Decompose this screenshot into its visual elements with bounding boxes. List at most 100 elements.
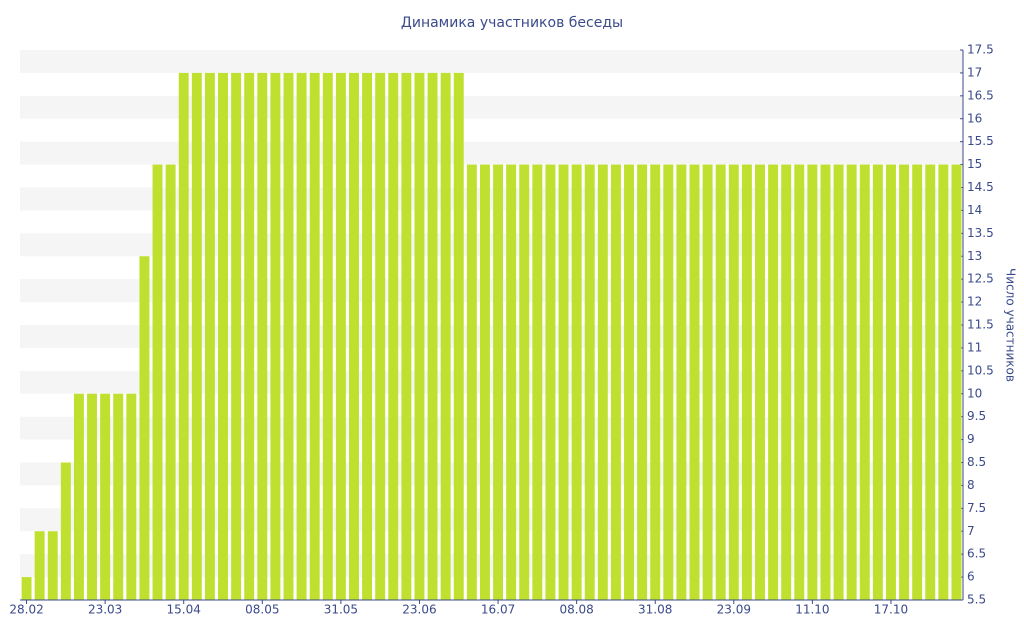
y-tick-label: 6: [967, 570, 975, 584]
bar: [597, 164, 608, 601]
bar: [453, 72, 464, 600]
bar: [781, 164, 792, 601]
bar: [283, 72, 294, 600]
y-tick-label: 14.5: [967, 180, 994, 194]
bar: [218, 72, 228, 600]
y-tick-label: 8: [967, 478, 975, 492]
bar: [34, 531, 45, 600]
y-tick-label: 5.5: [967, 593, 986, 607]
bar: [506, 164, 517, 601]
grid-band: [20, 279, 963, 303]
y-tick-label: 7.5: [967, 501, 986, 515]
bar: [375, 72, 386, 600]
grid-band: [20, 95, 963, 119]
bar: [73, 393, 84, 600]
bar: [362, 72, 373, 600]
x-tick-label: 31.08: [638, 603, 672, 617]
bar: [650, 164, 661, 601]
bar: [244, 72, 255, 600]
bar: [571, 164, 582, 601]
bar: [388, 72, 399, 600]
bar: [270, 72, 281, 600]
x-tick-label: 17.10: [874, 603, 908, 617]
grid-band: [20, 554, 963, 578]
y-tick-label: 7: [967, 524, 975, 538]
x-tick-label: 23.09: [717, 603, 751, 617]
bar: [899, 164, 910, 601]
bar: [676, 164, 687, 601]
bar: [204, 72, 215, 600]
y-tick-label: 11: [967, 340, 982, 354]
bar: [807, 164, 818, 601]
y-tick-label: 12.5: [967, 272, 994, 286]
y-tick-label: 10: [967, 386, 982, 400]
y-tick-label: 6.5: [967, 547, 986, 561]
bar: [231, 72, 242, 600]
grid-band: [20, 370, 963, 394]
y-axis-label: Число участников: [1004, 268, 1018, 382]
bar: [741, 164, 752, 601]
y-tick-label: 17.5: [967, 43, 994, 57]
grid-band: [20, 50, 963, 73]
bar: [401, 72, 412, 600]
bar: [60, 462, 71, 600]
bar: [558, 164, 569, 601]
bar: [885, 164, 896, 601]
bar: [663, 164, 674, 601]
bar: [846, 164, 857, 601]
bar: [833, 164, 844, 601]
bar: [584, 164, 595, 601]
bar: [689, 164, 700, 601]
y-tick-label: 9.5: [967, 409, 986, 423]
grid-band: [20, 233, 963, 257]
x-tick-label: 16.07: [481, 603, 515, 617]
bar: [466, 164, 477, 601]
bar: [624, 164, 634, 601]
bar: [322, 72, 333, 600]
grid-band: [20, 416, 963, 440]
grid-band: [20, 325, 963, 348]
bar: [532, 164, 543, 601]
bar: [610, 164, 621, 601]
bar: [113, 393, 124, 600]
bar: [925, 164, 936, 601]
bar: [545, 164, 556, 601]
grid-band: [20, 508, 963, 532]
y-tick-label: 8.5: [967, 455, 986, 469]
y-tick-label: 14: [967, 203, 982, 217]
bar: [637, 164, 648, 601]
bar: [87, 393, 98, 600]
bar: [820, 164, 831, 601]
bar: [165, 164, 176, 601]
x-tick-label: 08.08: [559, 603, 593, 617]
chart-title: Динамика участников беседы: [401, 15, 623, 31]
bar: [191, 72, 202, 600]
bar: [152, 164, 163, 601]
x-tick-label: 31.05: [324, 603, 358, 617]
bar: [519, 164, 530, 601]
bar: [755, 164, 765, 601]
y-tick-label: 17: [967, 65, 982, 79]
bar: [296, 72, 307, 600]
bar: [768, 164, 779, 601]
grid-band: [20, 462, 963, 486]
bar: [440, 72, 451, 600]
bar: [715, 164, 726, 601]
grid-band: [20, 141, 963, 165]
bar: [47, 531, 58, 600]
bar: [126, 393, 137, 600]
bar: [702, 164, 713, 601]
bar: [794, 164, 805, 601]
bar: [912, 164, 923, 601]
x-tick-label: 28.02: [9, 603, 43, 617]
bar: [335, 72, 346, 600]
y-tick-label: 9: [967, 432, 975, 446]
y-tick-label: 10.5: [967, 363, 994, 377]
bar: [938, 164, 949, 601]
bar: [427, 72, 438, 600]
y-tick-label: 15: [967, 157, 982, 171]
bar: [951, 164, 962, 601]
bar: [414, 72, 425, 600]
grid-band: [20, 187, 963, 211]
bar: [21, 577, 32, 600]
